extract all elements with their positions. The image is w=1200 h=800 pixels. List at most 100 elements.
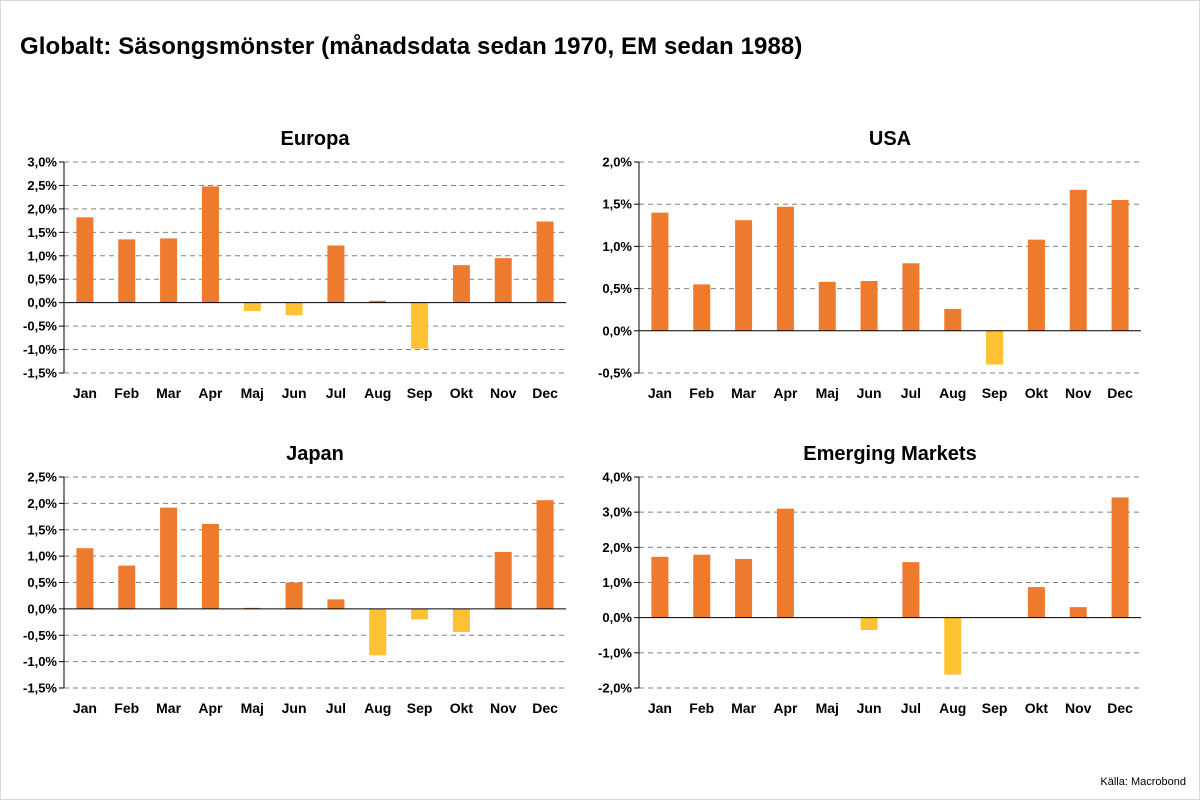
bar-maj <box>243 302 261 312</box>
x-tick-label: Dec <box>1107 385 1133 401</box>
y-tick-label: 0,0% <box>602 323 632 338</box>
bar-okt <box>1027 587 1045 618</box>
x-tick-label: Jan <box>648 385 672 401</box>
y-tick-label: 2,0% <box>602 540 632 555</box>
x-tick-label: Aug <box>364 700 391 716</box>
bar-nov <box>494 551 512 609</box>
y-tick-label: -0,5% <box>598 366 632 381</box>
x-tick-label: Dec <box>1107 700 1133 716</box>
bar-apr <box>201 186 219 303</box>
y-tick-label: 2,0% <box>602 155 632 170</box>
x-tick-label: Maj <box>241 700 264 716</box>
chart-title: Europa <box>281 128 351 150</box>
chart-japan: Japan 2,5% 2,0% 1,5% 1,0% 0,5% 0,0% -0,5% -1,0% -… <box>23 443 566 716</box>
y-tick-label: -0,5% <box>23 628 57 643</box>
bar-nov <box>1069 189 1087 331</box>
x-tick-label: Jan <box>73 385 97 401</box>
bar-apr <box>201 523 219 609</box>
bar-dec <box>536 221 554 303</box>
x-tick-label: Maj <box>816 700 839 716</box>
y-tick-label: 0,5% <box>27 575 57 590</box>
y-tick-label: 0,0% <box>602 610 632 625</box>
x-tick-label: Jul <box>901 385 921 401</box>
x-tick-label: Sep <box>982 700 1008 716</box>
y-tick-label: -1,0% <box>23 342 57 357</box>
x-tick-label: Feb <box>114 700 139 716</box>
bar-jul <box>327 245 345 303</box>
bar-jun <box>285 302 303 316</box>
y-tick-label: 3,0% <box>27 155 57 170</box>
x-tick-label: Dec <box>532 385 558 401</box>
y-tick-label: 1,0% <box>602 239 632 254</box>
bar-dec <box>536 500 554 609</box>
y-tick-label: 2,0% <box>27 496 57 511</box>
y-tick-label: -1,0% <box>598 645 632 660</box>
bar-feb <box>693 554 711 618</box>
x-tick-label: Mar <box>156 700 181 716</box>
bar-nov <box>1069 607 1087 618</box>
chart-title: Japan <box>286 443 344 465</box>
x-tick-label: Jun <box>282 700 307 716</box>
x-tick-label: Jun <box>857 700 882 716</box>
bar-dec <box>1111 497 1129 618</box>
x-tick-label: Mar <box>731 385 756 401</box>
x-tick-label: Jun <box>857 385 882 401</box>
x-tick-label: Nov <box>490 385 517 401</box>
bar-jan <box>651 212 669 331</box>
x-tick-label: Maj <box>241 385 264 401</box>
bar-sep <box>986 330 1004 365</box>
bar-jun <box>285 582 303 609</box>
x-tick-label: Aug <box>364 385 391 401</box>
y-tick-label: -1,5% <box>23 681 57 696</box>
x-tick-label: Mar <box>731 700 756 716</box>
x-tick-label: Jul <box>326 385 346 401</box>
x-tick-label: Okt <box>1025 385 1049 401</box>
x-tick-label: Maj <box>816 385 839 401</box>
y-tick-label: 0,5% <box>27 272 57 287</box>
x-tick-label: Nov <box>1065 700 1092 716</box>
bar-dec <box>1111 199 1129 331</box>
bar-aug <box>944 617 962 675</box>
chart-emerging-markets: Emerging Markets 4,0% 3,0% 2,0% 1,0% 0,0% -1,0… <box>598 443 1141 716</box>
bar-apr <box>776 508 794 618</box>
x-tick-label: Nov <box>490 700 517 716</box>
chart-title: USA <box>869 128 911 150</box>
bar-jul <box>902 562 920 618</box>
bar-jan <box>651 556 669 618</box>
y-tick-label: -1,0% <box>23 654 57 669</box>
chart-usa: USA 2,0% 1,5% 1,0% 0,5% 0,0% -0,5% Jan Feb Mar Apr… <box>598 128 1141 401</box>
chart-europa: Europa 3,0% 2,5% 2,0% 1,5% 1,0% 0,5% 0,0% -0,5% -… <box>23 128 566 401</box>
bar-jun <box>860 617 878 630</box>
x-tick-label: Okt <box>450 700 474 716</box>
bar-mar <box>160 507 178 609</box>
x-tick-label: Apr <box>198 700 223 716</box>
bar-aug <box>944 308 962 331</box>
y-tick-label: -0,5% <box>23 319 57 334</box>
x-tick-label: Aug <box>939 385 966 401</box>
x-tick-label: Okt <box>450 385 474 401</box>
bar-jul <box>902 263 920 331</box>
bar-jan <box>76 548 94 609</box>
bar-okt <box>452 608 470 633</box>
bar-feb <box>118 239 136 303</box>
bar-feb <box>693 284 711 331</box>
x-tick-label: Feb <box>689 385 714 401</box>
y-tick-label: 0,0% <box>27 601 57 616</box>
x-tick-label: Jan <box>73 700 97 716</box>
x-tick-label: Nov <box>1065 385 1092 401</box>
x-tick-label: Dec <box>532 700 558 716</box>
bar-maj <box>818 281 836 331</box>
x-tick-label: Apr <box>198 385 223 401</box>
y-tick-label: 2,5% <box>27 178 57 193</box>
figure-title: Globalt: Säsongsmönster (månadsdata seda… <box>20 33 803 60</box>
bar-jun <box>860 281 878 331</box>
bar-nov <box>494 258 512 303</box>
y-tick-label: 3,0% <box>602 505 632 520</box>
bar-apr <box>776 206 794 331</box>
y-tick-label: -2,0% <box>598 681 632 696</box>
y-tick-label: 4,0% <box>602 470 632 485</box>
x-tick-label: Sep <box>982 385 1008 401</box>
bar-sep <box>411 302 429 349</box>
bar-mar <box>735 220 753 331</box>
bar-feb <box>118 565 136 609</box>
